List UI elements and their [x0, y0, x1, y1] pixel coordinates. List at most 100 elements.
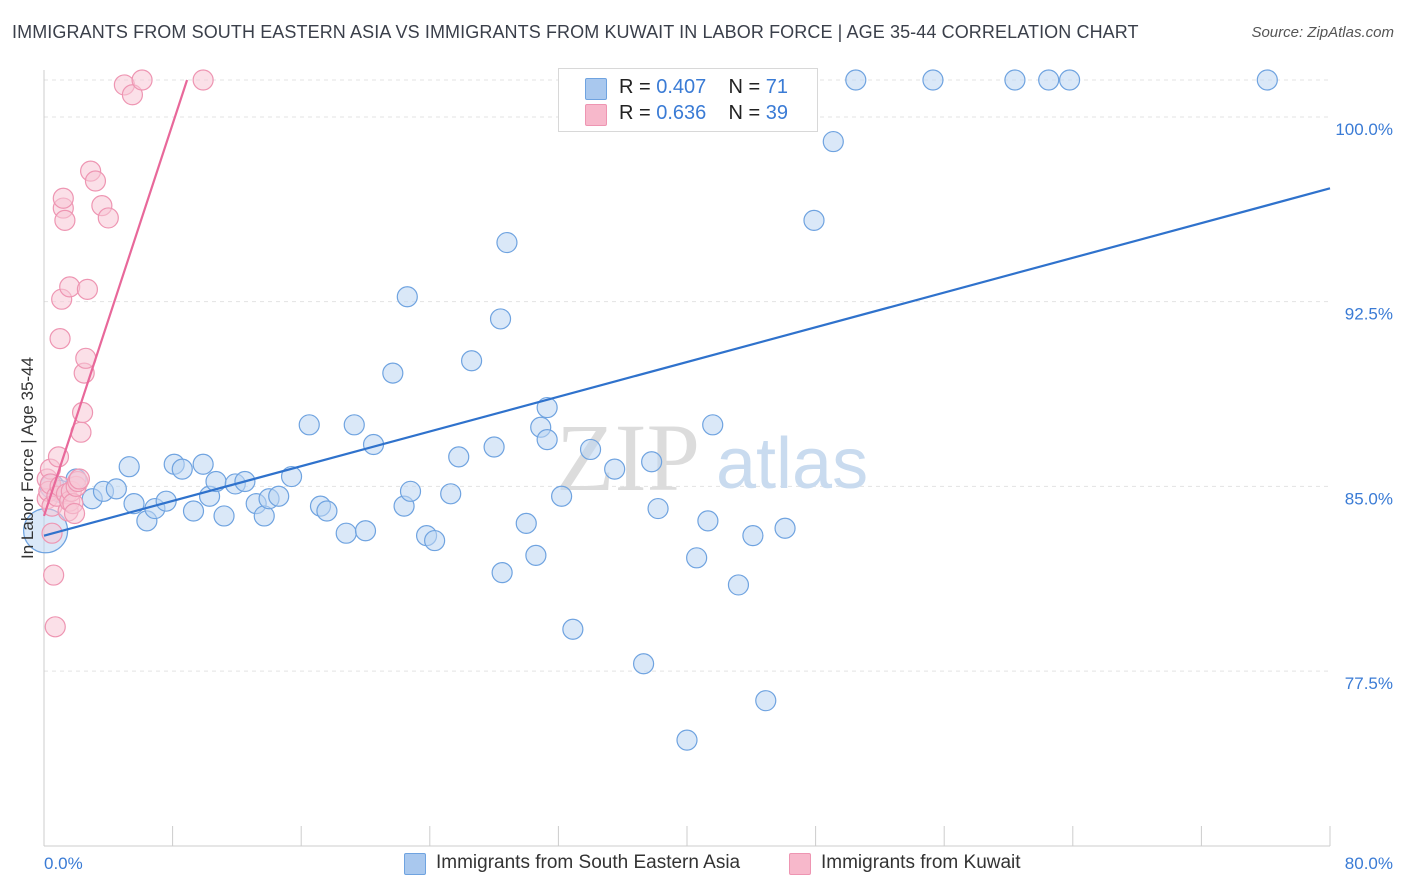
- legend-text-blue: R = 0.407 N = 71: [619, 76, 788, 99]
- y-tick-label: 85.0%: [1345, 489, 1393, 508]
- point-south-eastern-asia: [496, 231, 518, 254]
- point-south-eastern-asia: [727, 574, 750, 596]
- legend-r-label: R =: [619, 76, 651, 98]
- point-kuwait: [47, 446, 70, 468]
- legend-r-label: R =: [619, 102, 651, 124]
- point-south-eastern-asia: [822, 130, 844, 153]
- point-south-eastern-asia: [448, 446, 470, 468]
- watermark: ZIP atlas: [556, 404, 868, 511]
- legend-n-label: N =: [728, 102, 761, 124]
- point-south-eastern-asia: [579, 438, 602, 461]
- point-south-eastern-asia: [316, 500, 338, 522]
- point-south-eastern-asia: [525, 544, 547, 566]
- point-kuwait: [84, 170, 107, 192]
- bottom-legend-swatch-blue: [404, 853, 426, 875]
- axes: [43, 70, 1331, 847]
- point-south-eastern-asia: [440, 483, 462, 505]
- x-tick-label-min: 0.0%: [44, 854, 83, 873]
- bottom-legend-label-pink: Immigrants from Kuwait: [821, 852, 1021, 873]
- point-south-eastern-asia: [702, 414, 724, 436]
- point-south-eastern-asia: [676, 729, 698, 751]
- point-kuwait: [49, 328, 71, 350]
- point-south-eastern-asia: [491, 562, 513, 584]
- point-south-eastern-asia: [396, 286, 418, 308]
- point-south-eastern-asia: [382, 362, 404, 384]
- point-south-eastern-asia: [118, 456, 140, 478]
- y-axis-label: In Labor Force | Age 35-44: [18, 357, 37, 559]
- x-tick-label-max: 80.0%: [1345, 854, 1393, 873]
- trend-line-south-eastern-asia: [43, 187, 1331, 537]
- point-south-eastern-asia: [536, 396, 558, 419]
- trend-line-kuwait: [42, 79, 189, 517]
- point-kuwait: [121, 84, 144, 106]
- point-south-eastern-asia: [483, 436, 505, 458]
- point-south-eastern-asia: [697, 510, 719, 532]
- point-south-eastern-asia: [774, 517, 796, 539]
- point-south-eastern-asia: [845, 69, 867, 91]
- point-south-eastern-asia: [335, 522, 357, 544]
- legend-r-value-blue: 0.407: [656, 76, 707, 98]
- point-south-eastern-asia: [192, 453, 214, 475]
- point-south-eastern-asia: [647, 497, 669, 520]
- gridlines: [44, 79, 1330, 672]
- legend: R = 0.407 N = 71 R = 0.636 N = 39: [558, 68, 818, 132]
- legend-text-pink: R = 0.636 N = 39: [619, 102, 788, 125]
- point-south-eastern-asia: [155, 490, 177, 512]
- watermark-zip: ZIP: [556, 404, 700, 511]
- point-kuwait: [43, 564, 65, 586]
- legend-n-label: N =: [728, 76, 761, 98]
- legend-n-value-blue: 71: [765, 76, 789, 98]
- legend-r-value-pink: 0.636: [656, 102, 707, 124]
- point-south-eastern-asia: [755, 690, 777, 712]
- watermark-atlas: atlas: [716, 424, 868, 504]
- point-south-eastern-asia: [123, 493, 145, 515]
- y-tick-label: 77.5%: [1345, 674, 1393, 693]
- point-south-eastern-asia: [515, 512, 537, 534]
- point-south-eastern-asia: [460, 350, 483, 372]
- point-kuwait: [44, 616, 66, 638]
- point-south-eastern-asia: [551, 485, 573, 507]
- point-south-eastern-asia: [171, 458, 193, 480]
- point-kuwait: [76, 278, 99, 300]
- point-south-eastern-asia: [268, 485, 290, 507]
- bottom-legend-swatch-pink: [789, 853, 811, 875]
- series-south-eastern-asia: [23, 69, 1278, 751]
- point-south-eastern-asia: [922, 69, 944, 91]
- point-kuwait: [71, 401, 94, 424]
- point-south-eastern-asia: [803, 209, 825, 231]
- point-south-eastern-asia: [1058, 69, 1081, 91]
- point-south-eastern-asia: [105, 478, 127, 500]
- legend-swatch-blue: [585, 78, 607, 100]
- point-south-eastern-asia: [641, 451, 663, 473]
- trend-lines: [42, 79, 1331, 537]
- tick-labels: 77.5% 85.0% 92.5% 100.0% 0.0% 80.0%: [44, 120, 1393, 873]
- source-credit: Source: ZipAtlas.com: [1251, 24, 1394, 41]
- y-tick-label: 92.5%: [1345, 305, 1393, 324]
- point-kuwait: [97, 207, 119, 229]
- point-kuwait: [63, 502, 86, 525]
- point-kuwait: [68, 468, 90, 490]
- point-south-eastern-asia: [742, 525, 764, 547]
- point-kuwait: [52, 187, 74, 209]
- point-kuwait: [59, 276, 81, 298]
- point-south-eastern-asia: [354, 520, 377, 542]
- point-south-eastern-asia: [182, 500, 205, 522]
- legend-n-value-pink: 39: [765, 102, 789, 124]
- point-south-eastern-asia: [686, 547, 708, 569]
- series-kuwait: [36, 69, 214, 638]
- point-south-eastern-asia: [298, 414, 320, 436]
- point-south-eastern-asia: [343, 414, 365, 436]
- point-south-eastern-asia: [1038, 69, 1060, 91]
- point-south-eastern-asia: [1256, 69, 1278, 91]
- y-tick-label: 100.0%: [1335, 120, 1393, 139]
- point-kuwait: [131, 69, 153, 91]
- point-south-eastern-asia: [399, 480, 422, 502]
- point-south-eastern-asia: [489, 308, 512, 330]
- point-kuwait: [192, 69, 214, 91]
- point-south-eastern-asia: [604, 458, 626, 480]
- point-south-eastern-asia: [280, 465, 303, 488]
- legend-swatch-pink: [585, 104, 607, 126]
- bottom-legend-label-blue: Immigrants from South Eastern Asia: [436, 852, 741, 873]
- point-kuwait: [54, 209, 76, 231]
